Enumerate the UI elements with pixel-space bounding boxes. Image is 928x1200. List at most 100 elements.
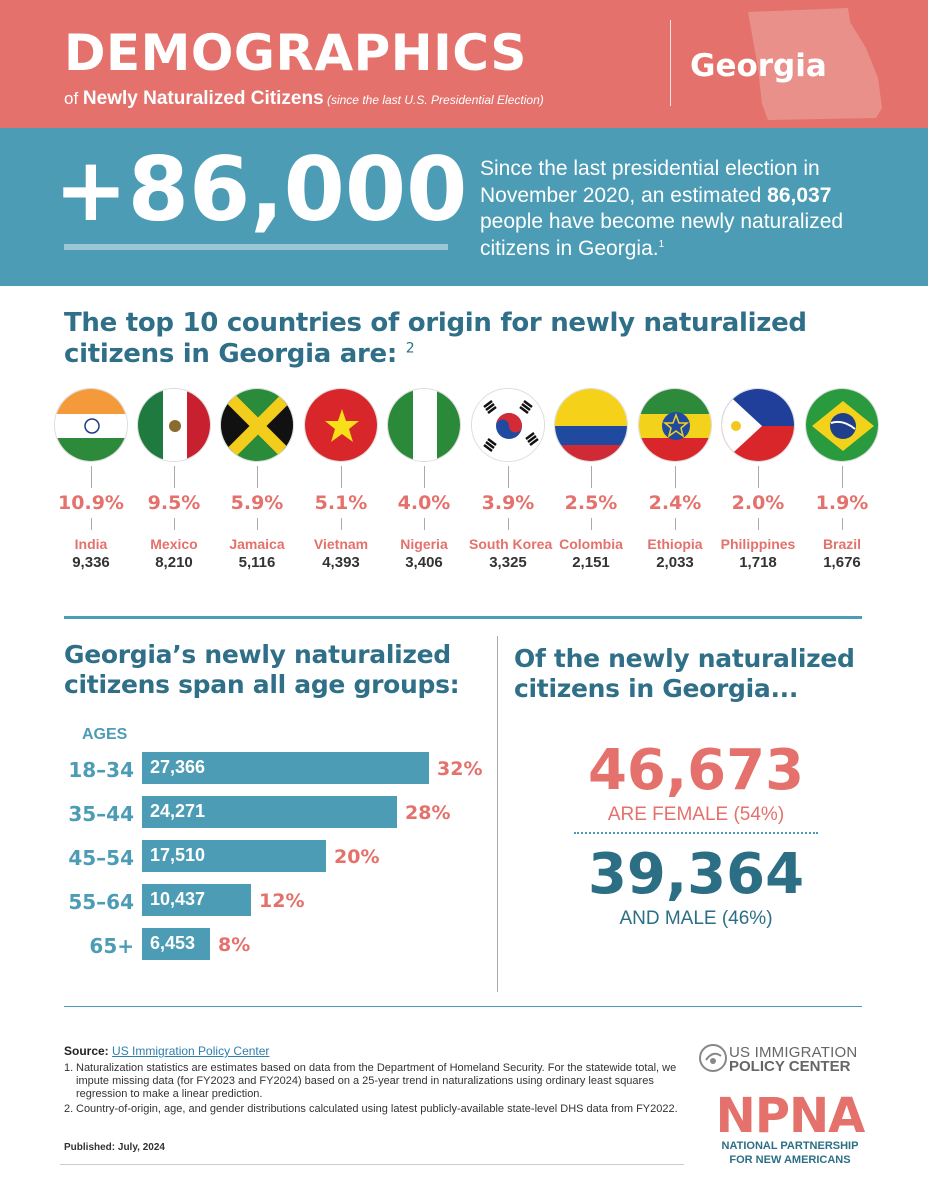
country-connector-lower <box>841 518 843 530</box>
vertical-divider <box>497 636 498 992</box>
npna-line2: FOR NEW AMERICANS <box>729 1154 851 1166</box>
country-percent: 2.4% <box>648 492 702 514</box>
male-number: 39,364 <box>587 842 805 907</box>
age-bar: 10,437 <box>142 884 251 916</box>
footnote-2-text: Country-of-origin, age, and gender distr… <box>76 1102 678 1115</box>
country-count: 9,336 <box>72 554 110 571</box>
footnote-1-num: 1. <box>64 1062 74 1074</box>
georgia-state-outline-icon <box>748 8 882 120</box>
gender-title: Of the newly naturalized citizens in Geo… <box>514 644 855 703</box>
ethiopia-flag-icon <box>638 388 712 462</box>
ages-title: Georgia’s newly naturalized citizens spa… <box>64 640 460 699</box>
countries-title-text: The top 10 countries of origin for newly… <box>64 308 807 370</box>
footnote-1-text: Naturalization statistics are estimates … <box>76 1062 677 1100</box>
hero-text-bold: 86,037 <box>767 183 832 207</box>
age-bar: 24,271 <box>142 796 397 828</box>
usipc-seal-icon <box>699 1044 727 1072</box>
country-item: 3.9% South Korea 3,325 <box>469 388 553 571</box>
country-count: 1,676 <box>823 554 861 571</box>
age-label: 55–64 <box>68 890 134 914</box>
footer-line <box>60 1164 684 1165</box>
country-count: 2,033 <box>656 554 694 571</box>
country-connector <box>90 466 92 488</box>
male-label: AND MALE (46%) <box>619 908 773 929</box>
country-name: Brazil <box>822 536 862 552</box>
country-item: 10.9% India 9,336 <box>52 388 130 571</box>
country-name: Mexico <box>150 536 198 552</box>
state-name: Georgia <box>690 48 827 84</box>
country-count: 3,325 <box>489 554 527 571</box>
age-bar-count: 27,366 <box>150 757 206 777</box>
hero-text-1: Since the last presidential election in … <box>480 157 820 207</box>
country-percent: 1.9% <box>815 492 869 514</box>
usipc-line2: POLICY CENTER <box>729 1058 851 1075</box>
country-connector-lower <box>423 518 425 530</box>
country-connector-lower <box>757 518 759 530</box>
country-item: 2.0% Philippines 1,718 <box>719 388 797 571</box>
country-percent: 2.0% <box>731 492 785 514</box>
nigeria-flag-icon <box>387 388 461 462</box>
hero-underline <box>64 244 448 250</box>
country-name: Vietnam <box>313 536 369 552</box>
country-connector-lower <box>507 518 509 530</box>
npna-logo: NPNA <box>715 1088 866 1144</box>
hero-band: +86,000 Since the last presidential elec… <box>0 128 928 286</box>
gender-dotted-divider <box>574 832 818 834</box>
country-connector <box>507 466 509 488</box>
subtitle-prefix: of <box>64 89 83 108</box>
header-banner: DEMOGRAPHICS of Newly Naturalized Citize… <box>0 0 928 128</box>
country-name: Jamaica <box>229 536 285 552</box>
country-count: 2,151 <box>572 554 610 571</box>
country-connector-lower <box>340 518 342 530</box>
age-bar-percent: 32% <box>437 758 483 780</box>
country-connector <box>757 466 759 488</box>
country-count: 1,718 <box>739 554 777 571</box>
age-label: 65+ <box>89 934 134 958</box>
country-item: 2.4% Ethiopia 2,033 <box>636 388 714 571</box>
hero-text: Since the last presidential election in … <box>480 156 900 263</box>
country-percent: 5.9% <box>230 492 284 514</box>
country-count: 8,210 <box>155 554 193 571</box>
female-label: ARE FEMALE (54%) <box>607 804 785 825</box>
country-name: Nigeria <box>400 536 448 552</box>
vietnam-flag-icon <box>304 388 378 462</box>
south-korea-flag-icon <box>471 388 545 462</box>
age-bar-percent: 28% <box>405 802 451 824</box>
footnotes: 1. Naturalization statistics are estimate… <box>64 1062 684 1116</box>
footer-divider <box>64 1006 862 1007</box>
age-label: 35–44 <box>68 802 134 826</box>
country-percent: 4.0% <box>397 492 451 514</box>
country-name: South Korea <box>469 536 553 552</box>
subtitle-note: (since the last U.S. Presidential Electi… <box>323 93 544 107</box>
countries-footnote: 2 <box>405 340 415 357</box>
hero-number: +86,000 <box>54 138 468 241</box>
hero-footnote: 1 <box>658 238 665 250</box>
country-name: Ethiopia <box>647 536 703 552</box>
country-percent: 3.9% <box>481 492 535 514</box>
country-percent: 9.5% <box>147 492 201 514</box>
footnote-2-num: 2. <box>64 1102 74 1115</box>
country-connector <box>340 466 342 488</box>
country-item: 5.1% Vietnam 4,393 <box>302 388 380 571</box>
age-bar-count: 10,437 <box>150 889 206 909</box>
age-bar-percent: 12% <box>259 890 305 912</box>
source-link[interactable]: US Immigration Policy Center <box>112 1044 270 1058</box>
country-percent: 5.1% <box>314 492 368 514</box>
header-subtitle: of Newly Naturalized Citizens (since the… <box>64 88 544 111</box>
section-divider <box>64 616 862 619</box>
footnote-1: 1. Naturalization statistics are estimate… <box>64 1062 684 1101</box>
usipc-logo: US IMMIGRATION POLICY CENTER <box>697 1040 877 1076</box>
country-connector <box>173 466 175 488</box>
ages-heading: AGES <box>82 726 128 743</box>
country-percent: 10.9% <box>58 492 124 514</box>
country-item: 9.5% Mexico 8,210 <box>135 388 213 571</box>
footnote-2: 2. Country-of-origin, age, and gender dis… <box>64 1102 684 1116</box>
country-connector-lower <box>90 518 92 530</box>
subtitle-bold: Newly Naturalized Citizens <box>82 88 324 109</box>
country-connector <box>841 466 843 488</box>
countries-title: The top 10 countries of origin for newly… <box>64 308 884 370</box>
mexico-flag-icon <box>137 388 211 462</box>
country-name: Colombia <box>559 536 623 552</box>
age-label: 18–34 <box>68 758 134 782</box>
female-number: 46,673 <box>587 738 805 803</box>
